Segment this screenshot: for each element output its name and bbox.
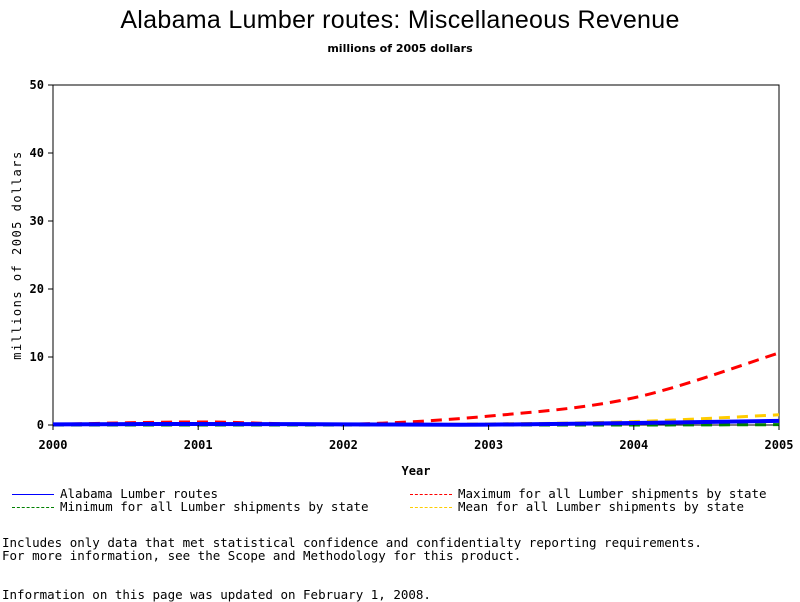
y-tick-label: 10 [30, 350, 44, 364]
series-line-maximum [53, 353, 779, 425]
y-tick-label: 20 [30, 282, 44, 296]
legend-swatch-maximum [410, 494, 452, 495]
x-tick-label: 2003 [474, 438, 503, 452]
legend-label-mean: Mean for all Lumber shipments by state [458, 500, 744, 514]
y-tick-label: 30 [30, 214, 44, 228]
y-tick-label: 50 [30, 78, 44, 92]
y-axis-label: millions of 2005 dollars [10, 150, 24, 359]
x-axis-label: Year [402, 464, 431, 478]
legend-label-minimum: Minimum for all Lumber shipments by stat… [60, 500, 369, 514]
x-tick-label: 2000 [39, 438, 68, 452]
y-tick-label: 40 [30, 146, 44, 160]
y-tick-label: 0 [37, 418, 44, 432]
note-methodology: For more information, see the Scope and … [2, 549, 521, 563]
legend-swatch-minimum [12, 507, 54, 508]
plot-area [53, 85, 779, 425]
legend-swatch-mean [410, 507, 452, 508]
x-tick-label: 2001 [184, 438, 213, 452]
x-tick-label: 2005 [765, 438, 794, 452]
x-tick-label: 2002 [329, 438, 358, 452]
legend-swatch-alabama [12, 494, 54, 495]
x-tick-label: 2004 [619, 438, 648, 452]
